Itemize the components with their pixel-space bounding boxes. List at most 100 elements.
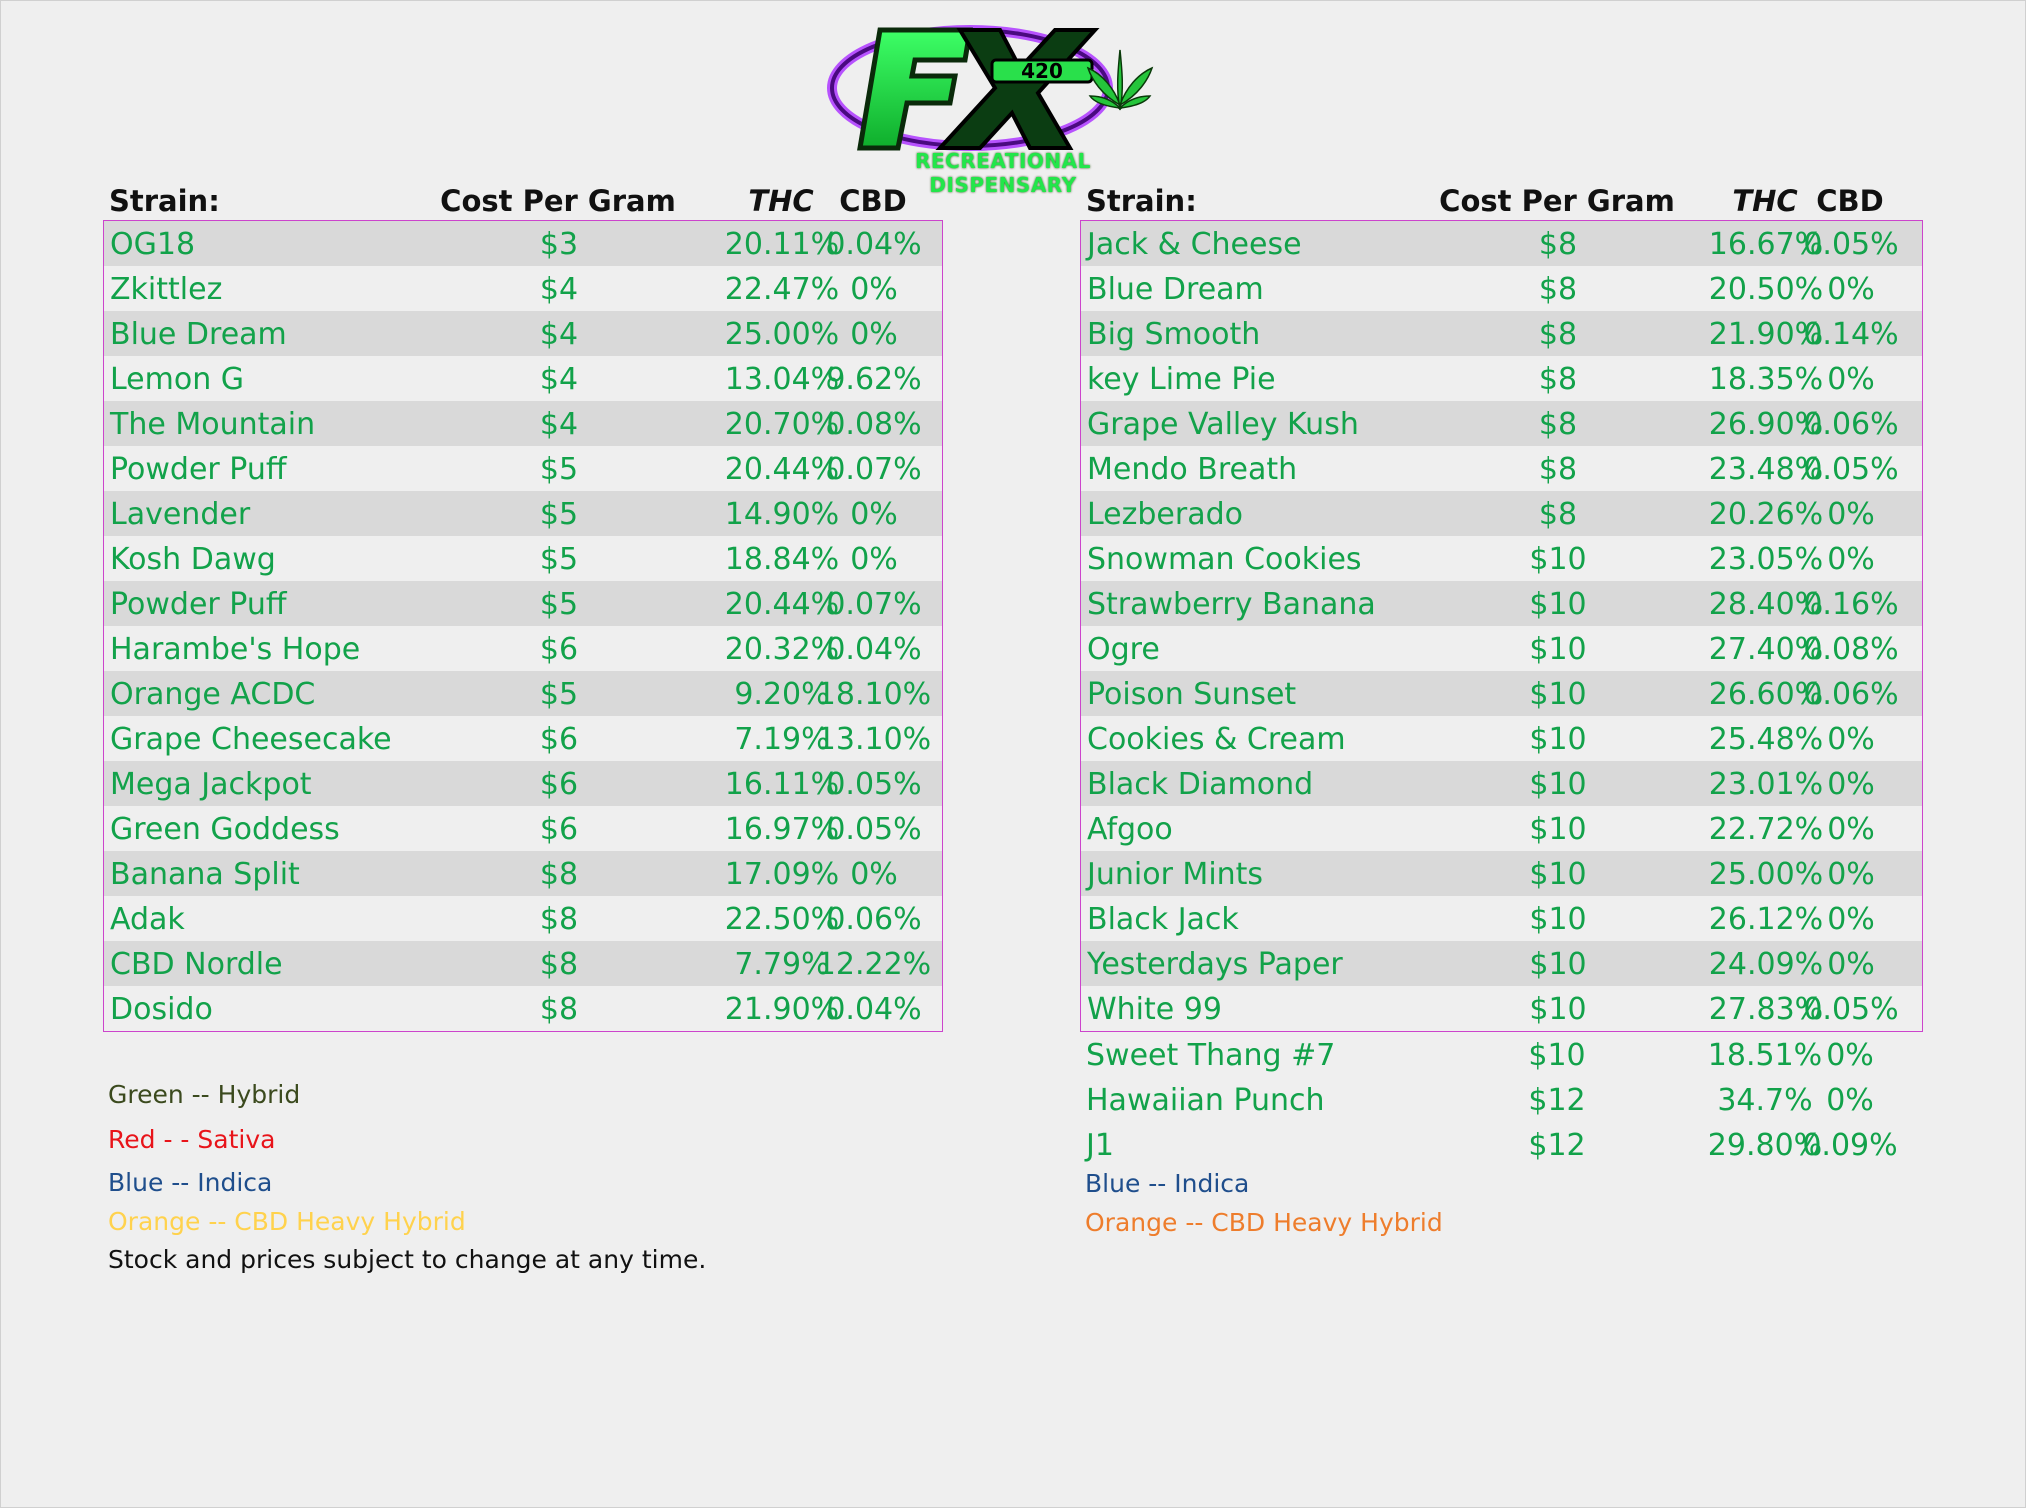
thc-value: 34.7%	[1717, 1083, 1813, 1118]
thc-value: 14.90%	[724, 497, 840, 532]
logo: 420 RECREATIONAL DISPENSARY	[820, 8, 1180, 197]
logo-subtitle: RECREATIONAL DISPENSARY	[915, 149, 1091, 197]
cannabis-leaf-icon	[1086, 49, 1154, 111]
thc-value: 23.48%	[1708, 452, 1824, 487]
cbd-value: 0%	[850, 857, 898, 892]
right-strain-table: Strain: Cost Per Gram THC CBD Jack & Che…	[1080, 178, 1923, 1167]
table-row: J1 $12 29.80% 0.09%	[1080, 1122, 1923, 1167]
table-row: Lemon G $4 13.04% 9.62%	[104, 356, 942, 401]
table-row: Yesterdays Paper $10 24.09% 0%	[1081, 941, 1922, 986]
thc-value: 27.40%	[1708, 632, 1824, 667]
strain-name: Banana Split	[110, 857, 300, 892]
strain-name: Yesterdays Paper	[1087, 947, 1343, 982]
thc-value: 18.35%	[1708, 362, 1824, 397]
cbd-value: 0%	[1827, 272, 1875, 307]
cost-per-gram: $10	[1529, 542, 1587, 577]
cbd-value: 0.06%	[1803, 677, 1899, 712]
table-row: Afgoo $10 22.72% 0%	[1081, 806, 1922, 851]
cost-per-gram: $6	[539, 812, 579, 847]
table-row: Lavender $5 14.90% 0%	[104, 491, 942, 536]
cbd-value: 0%	[1827, 812, 1875, 847]
table-row: Mega Jackpot $6 16.11% 0.05%	[104, 761, 942, 806]
cbd-value: 0.04%	[826, 632, 922, 667]
table-row: key Lime Pie $8 18.35% 0%	[1081, 356, 1922, 401]
table-row: Cookies & Cream $10 25.48% 0%	[1081, 716, 1922, 761]
strain-name: White 99	[1087, 992, 1222, 1027]
left-strain-table: Strain: Cost Per Gram THC CBD OG18 $3 20.1…	[103, 178, 943, 1032]
thc-value: 21.90%	[1708, 317, 1824, 352]
thc-value: 22.50%	[724, 902, 840, 937]
cbd-value: 0.07%	[826, 587, 922, 622]
cbd-value: 0%	[1827, 767, 1875, 802]
table-row: Grape Valley Kush $8 26.90% 0.06%	[1081, 401, 1922, 446]
strain-name: Powder Puff	[110, 452, 287, 487]
thc-value: 17.09%	[724, 857, 840, 892]
table-row: Sweet Thang #7 $10 18.51% 0%	[1080, 1032, 1923, 1077]
strain-name: Jack & Cheese	[1087, 227, 1302, 262]
strain-name: OG18	[110, 227, 196, 262]
cost-per-gram: $10	[1529, 992, 1587, 1027]
strain-name: Powder Puff	[110, 587, 287, 622]
cost-per-gram: $10	[1529, 587, 1587, 622]
strain-name: Cookies & Cream	[1087, 722, 1346, 757]
table-row: Lezberado $8 20.26% 0%	[1081, 491, 1922, 536]
thc-value: 25.00%	[724, 317, 840, 352]
thc-value: 20.50%	[1708, 272, 1824, 307]
cost-per-gram: $8	[1538, 452, 1578, 487]
strain-name: Mendo Breath	[1087, 452, 1298, 487]
cost-per-gram: $5	[539, 542, 579, 577]
cbd-value: 0.06%	[1803, 407, 1899, 442]
cost-per-gram: $5	[539, 452, 579, 487]
cost-per-gram: $8	[1538, 362, 1578, 397]
cost-per-gram: $4	[539, 362, 579, 397]
cbd-value: 0%	[1827, 542, 1875, 577]
strain-name: Ogre	[1087, 632, 1160, 667]
cbd-value: 9.62%	[826, 362, 922, 397]
table-row: Orange ACDC $5 9.20% 18.10%	[104, 671, 942, 716]
strain-name: Grape Valley Kush	[1087, 407, 1359, 442]
cost-per-gram: $8	[1538, 497, 1578, 532]
cbd-value: 0.09%	[1802, 1128, 1898, 1163]
cost-per-gram: $3	[539, 227, 579, 262]
table-row: Banana Split $8 17.09% 0%	[104, 851, 942, 896]
thc-value: 23.01%	[1708, 767, 1824, 802]
strain-name: key Lime Pie	[1087, 362, 1276, 397]
header-cbd: CBD	[839, 184, 907, 218]
table-row: Black Jack $10 26.12% 0%	[1081, 896, 1922, 941]
thc-value: 20.32%	[724, 632, 840, 667]
thc-value: 26.12%	[1708, 902, 1824, 937]
cost-per-gram: $10	[1529, 632, 1587, 667]
cost-per-gram: $10	[1529, 902, 1587, 937]
cbd-value: 0%	[1827, 902, 1875, 937]
cost-per-gram: $10	[1529, 722, 1587, 757]
thc-value: 28.40%	[1708, 587, 1824, 622]
strain-name: J1	[1086, 1128, 1114, 1163]
thc-value: 27.83%	[1708, 992, 1824, 1027]
cost-per-gram: $8	[1538, 407, 1578, 442]
cost-per-gram: $8	[539, 857, 579, 892]
cbd-value: 0.05%	[1803, 452, 1899, 487]
logo-graphic: 420	[827, 25, 1154, 151]
logo-f-shape	[857, 27, 973, 151]
table-header: Strain: Cost Per Gram THC CBD	[1080, 178, 1923, 220]
cbd-value: 12.22%	[816, 947, 932, 982]
cost-per-gram: $8	[1538, 227, 1578, 262]
cbd-value: 0%	[1827, 722, 1875, 757]
strain-name: Poison Sunset	[1087, 677, 1297, 712]
thc-value: 22.72%	[1708, 812, 1824, 847]
cost-per-gram: $6	[539, 632, 579, 667]
thc-value: 20.44%	[724, 587, 840, 622]
strain-name: Junior Mints	[1087, 857, 1264, 892]
legend-sativa: Red - - Sativa	[108, 1125, 276, 1154]
strain-name: Blue Dream	[110, 317, 287, 352]
thc-value: 29.80%	[1707, 1128, 1823, 1163]
thc-value: 7.19%	[734, 722, 830, 757]
cost-per-gram: $6	[539, 722, 579, 757]
cbd-value: 0.05%	[826, 767, 922, 802]
strain-name: Blue Dream	[1087, 272, 1264, 307]
cbd-value: 0.05%	[1803, 227, 1899, 262]
header-strain: Strain:	[109, 184, 220, 218]
strain-name: Black Diamond	[1087, 767, 1314, 802]
table-header: Strain: Cost Per Gram THC CBD	[103, 178, 943, 220]
strain-name: Strawberry Banana	[1087, 587, 1376, 622]
